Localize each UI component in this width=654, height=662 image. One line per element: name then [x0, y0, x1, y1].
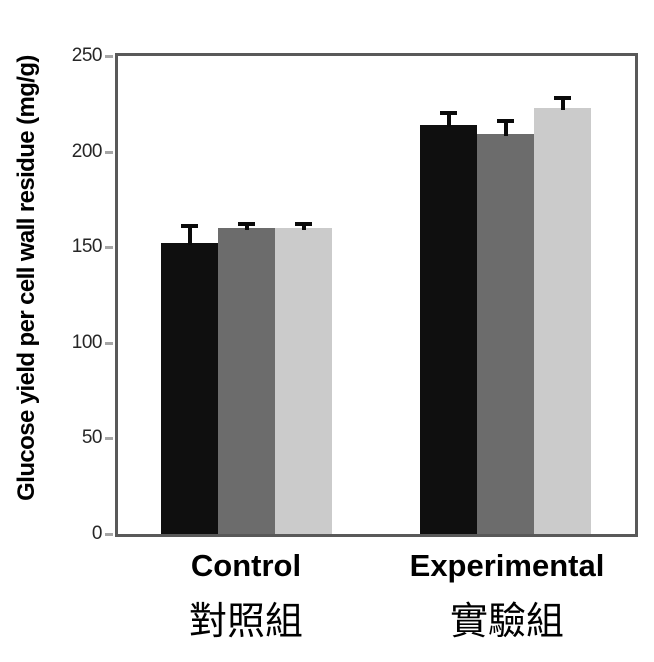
bar-light-gray-bar-control: [275, 228, 332, 534]
bar-black-bar-experimental: [420, 124, 477, 534]
y-tick-mark: [105, 150, 113, 154]
x-label-experimental-en: Experimental: [409, 548, 605, 583]
y-tick-mark: [105, 246, 113, 250]
error-bar-stem: [560, 96, 565, 110]
plot-inner: [118, 56, 635, 534]
error-bar-cap: [238, 222, 255, 227]
y-tick-mark: [105, 533, 113, 536]
y-tick-mark: [105, 341, 113, 345]
error-bar-cap: [497, 119, 514, 124]
bar-black-bar-control: [161, 243, 218, 534]
plot-area: [115, 53, 638, 537]
bar-dark-gray-bar-control: [218, 228, 275, 534]
bar-dark-gray-bar-experimental: [477, 134, 534, 534]
x-label-control-en: Control: [190, 548, 302, 583]
error-bar-stem: [187, 224, 192, 246]
y-tick-label: 200: [71, 140, 103, 162]
y-tick-label: 0: [91, 523, 103, 544]
x-label-control-zh: 對照組: [188, 601, 303, 643]
y-tick-label: 100: [71, 331, 103, 353]
error-bar-cap: [554, 96, 571, 101]
bar-light-gray-bar-experimental: [534, 107, 591, 534]
error-bar-stem: [503, 119, 508, 137]
y-tick-label: 250: [71, 45, 103, 66]
y-tick-mark: [105, 55, 113, 58]
y-tick-mark: [105, 437, 113, 441]
y-axis-title: Glucose yield per cell wall residue (mg/…: [13, 55, 40, 501]
error-bar-stem: [446, 111, 451, 127]
y-tick-label: 150: [71, 236, 103, 258]
x-label-experimental-zh: 實驗組: [449, 601, 564, 643]
y-tick-label: 50: [81, 427, 103, 449]
error-bar-cap: [295, 222, 312, 227]
error-bar-cap: [181, 224, 198, 229]
error-bar-cap: [440, 111, 457, 116]
